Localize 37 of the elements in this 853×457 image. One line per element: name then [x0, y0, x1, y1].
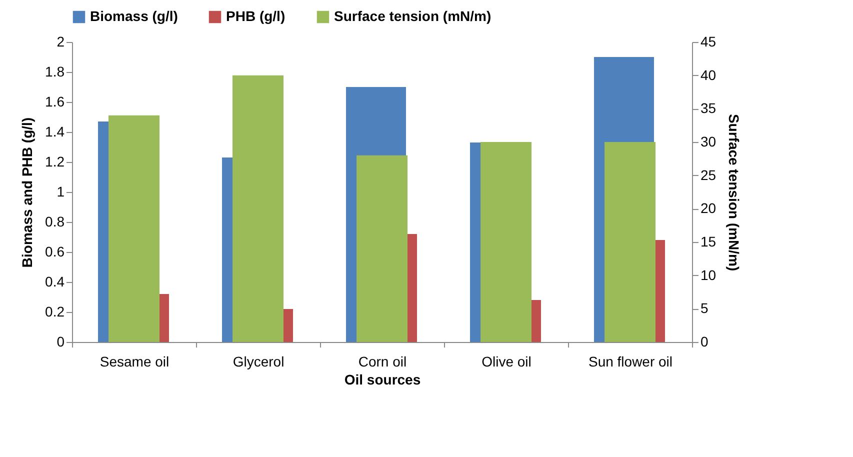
- y2-tick-label: 35: [700, 100, 716, 116]
- legend-label: Biomass (g/l): [90, 8, 178, 24]
- y-tick-label: 0: [56, 334, 65, 350]
- x-tick-label: Glycerol: [232, 354, 284, 370]
- y2-tick-label: 0: [700, 334, 708, 350]
- legend-label: PHB (g/l): [226, 8, 286, 24]
- y2-tick-label: 30: [700, 134, 716, 150]
- y-tick-label: 1.4: [45, 124, 65, 140]
- bar: [655, 240, 665, 342]
- y2-axis-title: Surface tension (mN/m): [726, 114, 742, 272]
- y-tick-label: 2: [56, 34, 65, 50]
- y-tick-label: 1.8: [45, 64, 65, 80]
- y-axis-title: Biomass and PHB (g/l): [19, 117, 36, 268]
- y2-tick-label: 10: [700, 266, 716, 283]
- bar: [407, 234, 417, 342]
- y2-tick-label: 40: [700, 66, 716, 83]
- y2-tick-label: 45: [700, 34, 716, 50]
- x-tick-label: Sun flower oil: [588, 354, 673, 370]
- y-tick-label: 0.4: [45, 274, 65, 290]
- bar: [159, 294, 169, 342]
- y-tick-label: 0.6: [45, 244, 65, 260]
- y-tick-label: 0.8: [45, 214, 65, 230]
- y-tick-label: 0.2: [45, 304, 65, 320]
- x-tick-label: Corn oil: [358, 354, 407, 370]
- bar: [283, 309, 293, 342]
- y2-tick-label: 5: [700, 300, 708, 316]
- legend-label: Surface tension (mN/m): [334, 8, 492, 24]
- y2-tick-label: 20: [700, 200, 716, 216]
- x-axis-title: Oil sources: [344, 372, 421, 388]
- x-tick-label: Sesame oil: [100, 354, 170, 370]
- bar: [531, 300, 541, 342]
- x-tick-label: Olive oil: [482, 354, 532, 370]
- y2-tick-label: 15: [700, 234, 716, 250]
- y-tick-label: 1.2: [45, 154, 65, 170]
- y2-tick-label: 25: [700, 166, 716, 183]
- y-tick-label: 1.6: [45, 94, 65, 110]
- y-tick-label: 1: [56, 184, 65, 200]
